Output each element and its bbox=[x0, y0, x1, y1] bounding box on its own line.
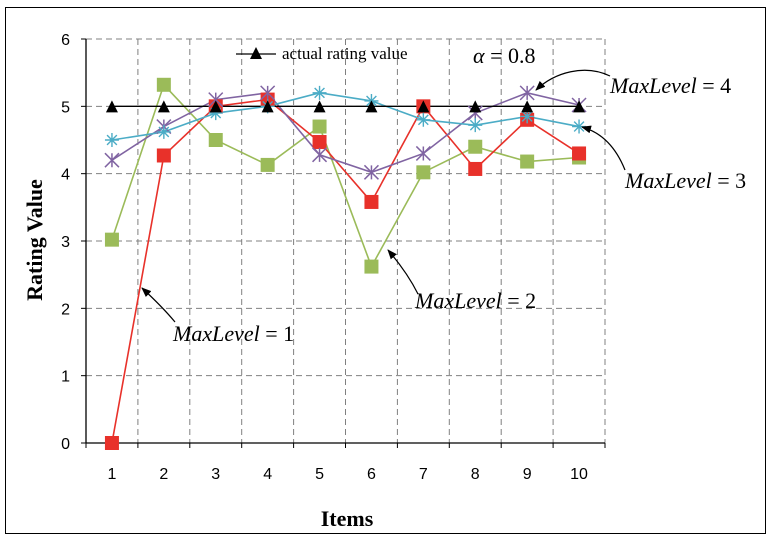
y-tick-label: 1 bbox=[61, 369, 70, 386]
data-point-square bbox=[416, 165, 431, 180]
legend: actual rating value bbox=[236, 44, 408, 63]
data-point-asterisk bbox=[416, 112, 431, 127]
y-tick-label: 4 bbox=[61, 167, 70, 184]
maxlevel-3-label: MaxLevel = 3 bbox=[624, 168, 746, 193]
x-tick-label: 1 bbox=[107, 466, 116, 483]
data-point-square bbox=[156, 148, 171, 163]
y-tick-label: 6 bbox=[61, 32, 70, 49]
series-lines bbox=[111, 83, 580, 444]
data-point-asterisk bbox=[520, 109, 535, 124]
data-point-square bbox=[312, 119, 327, 134]
data-point-asterisk bbox=[208, 106, 223, 121]
x-tick-label: 7 bbox=[419, 466, 428, 483]
data-point-triangle bbox=[469, 100, 482, 113]
alpha-annotation: α = 0.8 bbox=[473, 43, 535, 68]
x-tick-label: 5 bbox=[315, 466, 324, 483]
x-tick-label: 3 bbox=[211, 466, 220, 483]
data-point-triangle bbox=[365, 100, 378, 113]
legend-label: actual rating value bbox=[282, 44, 408, 63]
data-point-x bbox=[312, 147, 328, 163]
data-point-square bbox=[260, 157, 275, 172]
data-point-triangle bbox=[313, 100, 326, 113]
chart-frame bbox=[5, 7, 766, 534]
x-tick-label: 10 bbox=[570, 466, 588, 483]
series-markers bbox=[104, 77, 587, 450]
x-tick-label: 4 bbox=[263, 466, 272, 483]
series-line-1 bbox=[111, 98, 580, 444]
y-tick-label: 5 bbox=[61, 99, 70, 116]
maxlevel-2-arrow bbox=[387, 249, 419, 295]
data-point-asterisk bbox=[104, 133, 119, 147]
data-point-x bbox=[363, 164, 379, 180]
data-point-triangle bbox=[573, 100, 586, 113]
data-point-asterisk bbox=[468, 118, 483, 133]
x-tick-label: 8 bbox=[471, 466, 480, 483]
data-point-square bbox=[156, 77, 171, 92]
data-point-triangle bbox=[417, 100, 430, 113]
series-line-4 bbox=[111, 92, 580, 174]
data-point-asterisk bbox=[312, 85, 327, 100]
data-point-x bbox=[415, 145, 431, 161]
y-tick-label: 3 bbox=[61, 234, 70, 251]
series-line-3 bbox=[111, 92, 580, 141]
data-point-square bbox=[572, 146, 587, 161]
data-point-asterisk bbox=[156, 124, 171, 139]
y-axis-title: Rating Value bbox=[22, 179, 47, 301]
axes bbox=[81, 38, 606, 448]
maxlevel-1-arrow bbox=[141, 287, 176, 323]
x-tick-label: 9 bbox=[523, 466, 532, 483]
data-point-square bbox=[104, 436, 119, 450]
maxlevel-3-arrow bbox=[581, 125, 626, 171]
y-tick-label: 2 bbox=[61, 301, 70, 318]
data-point-triangle bbox=[157, 100, 170, 113]
data-point-asterisk bbox=[572, 119, 587, 134]
annotations: α = 0.8 MaxLevel = 4 MaxLevel = 3 MaxLev… bbox=[141, 43, 746, 346]
data-point-triangle bbox=[209, 100, 222, 113]
tick-labels: 0 1 2 3 4 5 6 1 2 3 4 5 6 7 8 9 10 bbox=[61, 32, 588, 483]
data-point-square bbox=[468, 139, 483, 154]
data-point-square bbox=[364, 194, 379, 209]
x-tick-label: 2 bbox=[159, 466, 168, 483]
data-point-triangle bbox=[521, 100, 534, 113]
data-point-square bbox=[104, 232, 119, 247]
x-tick-label: 6 bbox=[367, 466, 376, 483]
maxlevel-2-label: MaxLevel = 2 bbox=[414, 288, 536, 313]
data-point-x bbox=[519, 85, 535, 101]
y-tick-label: 0 bbox=[61, 436, 70, 453]
data-point-x bbox=[104, 152, 120, 168]
data-point-triangle bbox=[261, 100, 274, 113]
data-point-x bbox=[260, 85, 276, 101]
data-point-square bbox=[364, 259, 379, 274]
legend-triangle-marker bbox=[250, 47, 262, 59]
data-point-square bbox=[312, 135, 327, 150]
maxlevel-1-label: MaxLevel = 1 bbox=[172, 321, 294, 346]
data-point-triangle bbox=[105, 100, 118, 113]
data-point-square bbox=[468, 161, 483, 176]
maxlevel-4-label: MaxLevel = 4 bbox=[609, 73, 731, 98]
maxlevel-4-arrow bbox=[535, 69, 611, 91]
data-point-square bbox=[208, 133, 223, 147]
x-axis-title: Items bbox=[321, 506, 374, 531]
data-point-square bbox=[520, 154, 535, 169]
